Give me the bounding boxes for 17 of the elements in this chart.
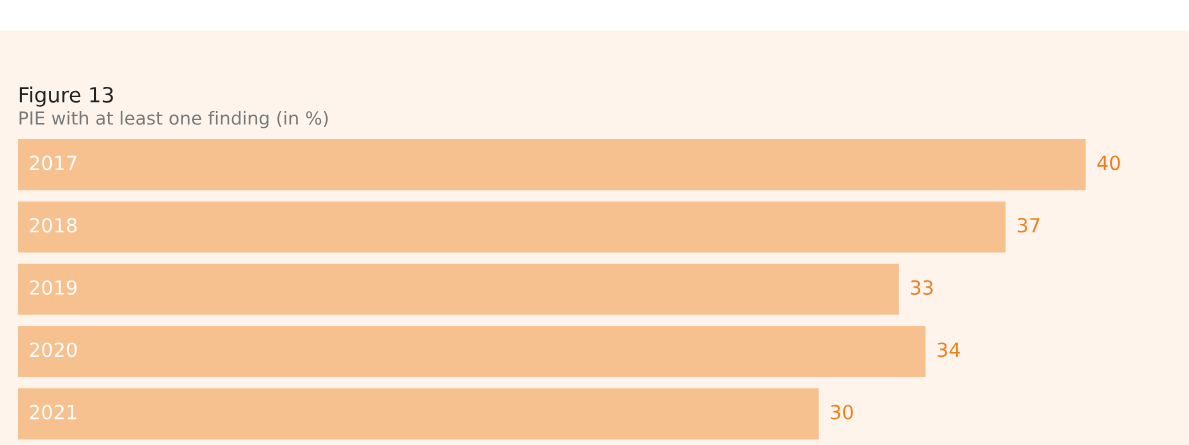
chart-title: Figure 13 (19, 86, 113, 107)
bar (17, 201, 1006, 253)
bar (17, 326, 926, 378)
y-tick-label: 2017 (29, 155, 77, 171)
bar (17, 263, 899, 315)
bar (17, 388, 819, 440)
data-label: 37 (1017, 217, 1040, 233)
y-tick-label: 2021 (29, 404, 77, 420)
data-label: 33 (911, 280, 933, 295)
data-label: 40 (1097, 155, 1120, 171)
chart-subtitle: PIE with at least one finding (in %) (19, 110, 328, 129)
y-tick-label: 2020 (29, 342, 77, 358)
data-label: 30 (830, 404, 853, 420)
y-tick-label: 2018 (29, 217, 77, 233)
bar (17, 139, 1086, 191)
y-tick-label: 2019 (29, 280, 77, 295)
data-label: 34 (937, 342, 960, 358)
